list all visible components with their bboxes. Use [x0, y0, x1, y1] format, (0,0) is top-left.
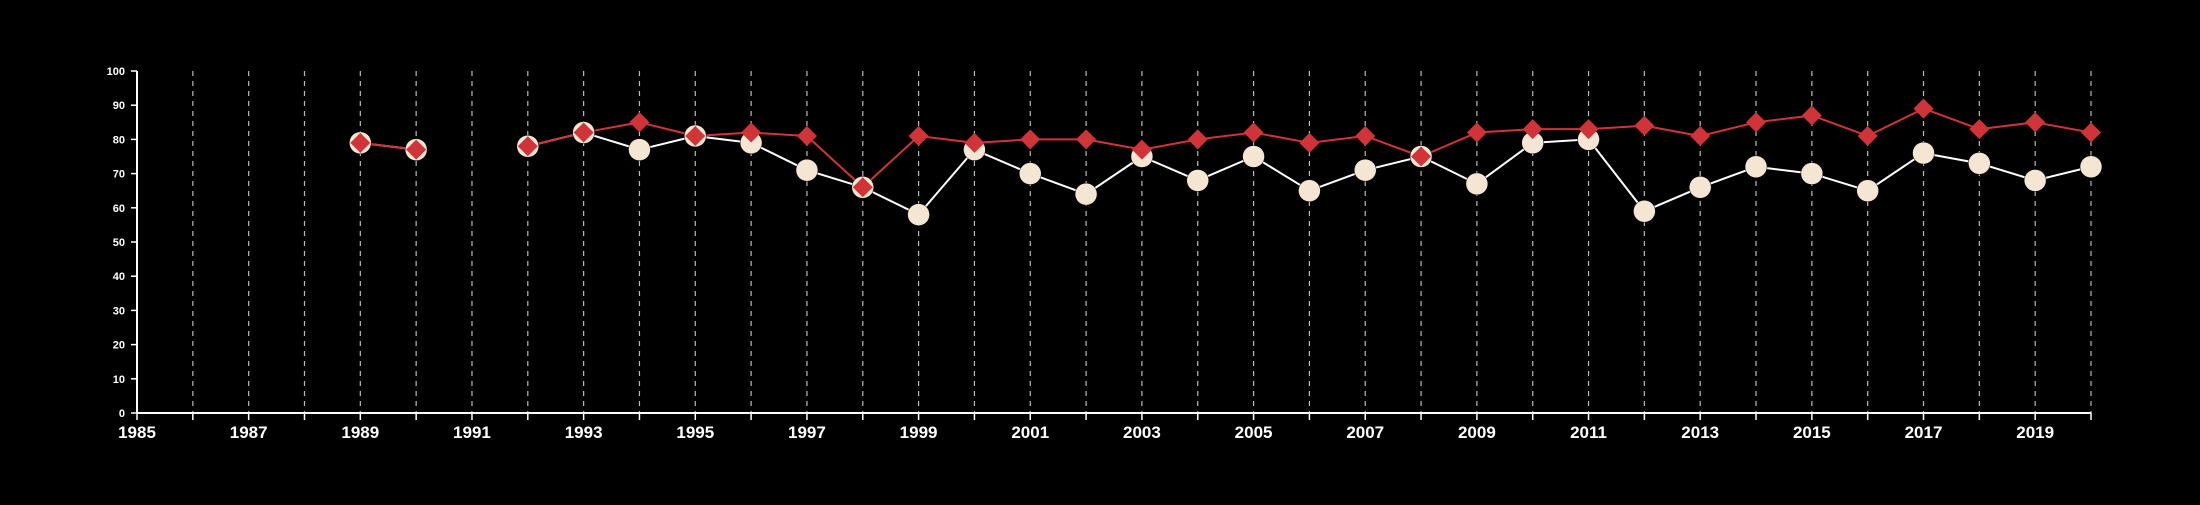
series-b-point	[1243, 122, 1264, 143]
series-a-point	[1968, 152, 1991, 175]
series-a-point	[1744, 155, 1768, 179]
x-tick-label: 1997	[788, 423, 826, 442]
series-b-point	[908, 125, 929, 146]
y-tick-label: 30	[113, 305, 125, 317]
series-a-point	[1074, 182, 1098, 206]
x-tick-label: 2017	[1905, 423, 1943, 442]
series-b-point	[629, 112, 650, 133]
series-b-point	[1411, 146, 1432, 167]
x-tick-label: 2001	[1011, 423, 1049, 442]
y-tick-label: 40	[113, 271, 125, 283]
series-a-point	[628, 138, 651, 161]
series-b-point	[1076, 129, 1097, 150]
series-b-point	[1522, 119, 1543, 140]
series-b-point	[1913, 98, 1934, 119]
series-b-point	[2025, 112, 2046, 133]
y-tick-label: 70	[113, 169, 125, 181]
series-b-point	[964, 132, 985, 153]
series-layer	[349, 98, 2103, 226]
series-b-point	[517, 136, 538, 157]
series-b-point	[1299, 132, 1320, 153]
series-a-point	[1800, 162, 1824, 185]
series-a-point	[2079, 155, 2103, 179]
x-tick-label: 1987	[230, 423, 268, 442]
y-tick-label: 90	[113, 100, 125, 112]
x-tick-label: 2005	[1235, 423, 1273, 442]
series-b-point	[796, 125, 817, 146]
series-a-point	[1353, 158, 1377, 182]
series-b-point	[1020, 129, 1041, 150]
series-b-point	[1690, 125, 1711, 146]
series-b-point	[350, 132, 371, 153]
series-a-point	[1633, 199, 1656, 223]
x-tick-label: 2003	[1123, 423, 1161, 442]
x-tick-label: 1985	[118, 423, 156, 442]
series-a-point	[2023, 169, 2047, 192]
series-b-point	[741, 122, 762, 143]
series-b-point	[852, 177, 873, 198]
series-b-point	[1578, 119, 1599, 140]
y-tick-label: 80	[113, 134, 125, 146]
series-b-point	[406, 139, 427, 160]
grid-layer	[192, 71, 2092, 413]
y-tick-label: 100	[107, 66, 125, 78]
x-tick-label: 1989	[341, 423, 379, 442]
x-tick-label: 1993	[565, 423, 603, 442]
x-tick-label: 2009	[1458, 423, 1496, 442]
series-b-point	[1355, 125, 1376, 146]
series-a-point	[1019, 162, 1042, 185]
y-tick-label: 50	[113, 237, 125, 249]
series-b-point	[1969, 119, 1990, 140]
series-b-point	[685, 125, 706, 146]
series-b-point	[1801, 105, 1822, 126]
series-b-point	[1634, 115, 1655, 136]
x-tick-label: 2011	[1570, 423, 1607, 442]
x-tick-label: 1999	[900, 423, 938, 442]
series-b-point	[1187, 129, 1208, 150]
series-a-point	[1186, 169, 1209, 192]
y-tick-label: 20	[113, 340, 125, 352]
x-tick-label: 1995	[676, 423, 714, 442]
series-b-point	[1857, 125, 1878, 146]
series-a-point	[795, 158, 819, 182]
x-tick-label: 2015	[1793, 423, 1831, 442]
series-a-point	[1298, 179, 1321, 202]
series-a-point	[1465, 172, 1489, 196]
y-tick-label: 10	[113, 374, 125, 386]
series-a-point	[1688, 176, 1712, 199]
x-tick-label: 2007	[1346, 423, 1384, 442]
y-tick-label: 0	[119, 408, 125, 420]
axis-layer: 0 10 20 30 40 50 60 70 80 90 100 1985 1987 1989 1991 19…	[107, 66, 2092, 442]
series-b-point	[1466, 122, 1487, 143]
series-b-point	[1746, 112, 1767, 133]
series-a-point	[1242, 145, 1265, 168]
series-b-point	[573, 122, 594, 143]
series-a-point	[1856, 179, 1879, 202]
x-tick-label: 2013	[1681, 423, 1719, 442]
series-b-point	[2081, 122, 2101, 143]
series-a-point	[1912, 141, 1935, 165]
x-tick-label: 1991	[453, 423, 491, 442]
series-b-point	[1131, 139, 1152, 160]
y-tick-label: 60	[113, 203, 125, 215]
x-tick-label: 2019	[2016, 423, 2054, 442]
series-a-point	[907, 203, 930, 226]
